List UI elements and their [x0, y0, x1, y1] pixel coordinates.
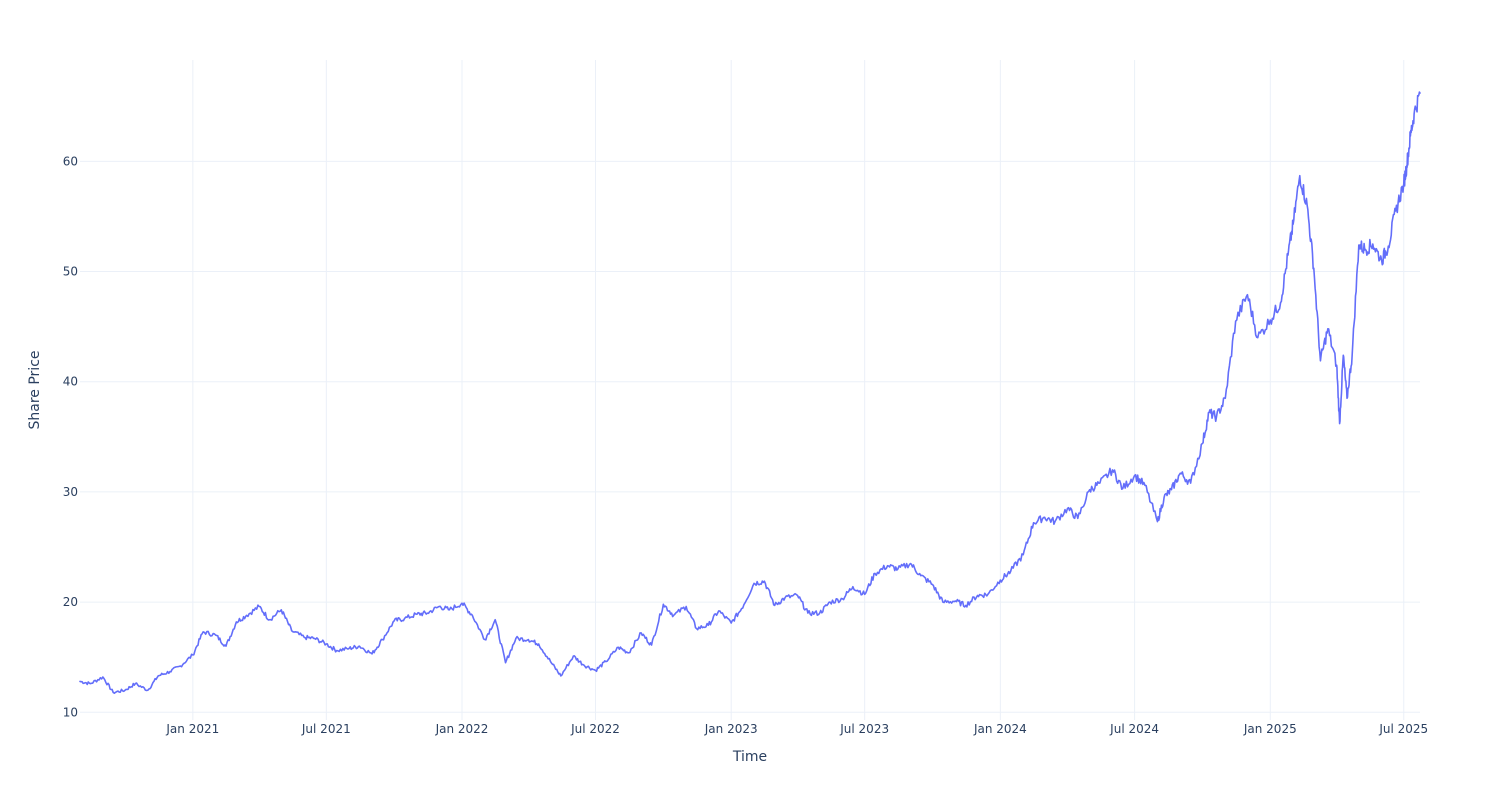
x-axis-title: Time — [732, 749, 767, 765]
plot-background — [80, 60, 1420, 720]
y-tick-labels: 10 20 30 40 50 60 — [63, 154, 78, 719]
x-tick-labels: Jan 2021 Jul 2021 Jan 2022 Jul 2022 Jan 2023… — [165, 722, 1428, 736]
series-line-0 — [79, 91, 1421, 695]
x-tick-label: Jul 2022 — [570, 722, 620, 736]
x-gridlines — [192, 60, 1405, 720]
y-tick-label: 40 — [63, 375, 78, 389]
x-tick-label: Jul 2021 — [301, 722, 351, 736]
y-tick-label: 10 — [63, 705, 78, 719]
y-tick-label: 50 — [63, 265, 78, 279]
x-tick-label: Jul 2024 — [1109, 722, 1159, 736]
y-tick-label: 60 — [63, 154, 78, 168]
y-tick-label: 30 — [63, 485, 78, 499]
y-axis-title: Share Price — [27, 350, 43, 429]
y-gridlines — [80, 160, 1420, 713]
y-tick-label: 20 — [63, 595, 78, 609]
x-tick-label: Jul 2023 — [839, 722, 889, 736]
x-tick-label: Jan 2024 — [973, 722, 1027, 736]
x-tick-label: Jan 2025 — [1243, 722, 1297, 736]
x-tick-label: Jul 2025 — [1378, 722, 1428, 736]
x-tick-label: Jan 2023 — [704, 722, 758, 736]
series-layer — [79, 91, 1421, 695]
x-tick-label: Jan 2022 — [435, 722, 489, 736]
x-tick-label: Jan 2021 — [165, 722, 219, 736]
